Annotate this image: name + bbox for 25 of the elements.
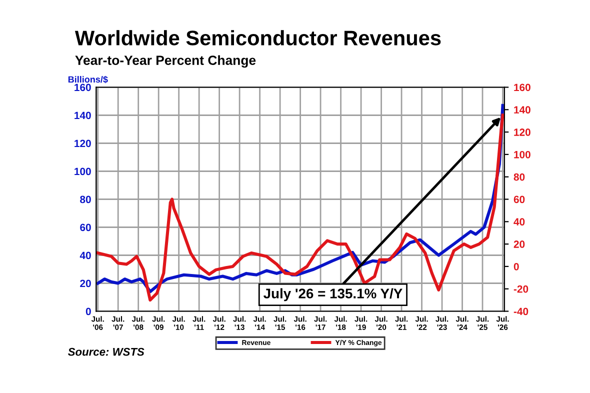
- y-tick-label: 80: [80, 196, 91, 204]
- source-note: Source: WSTS: [68, 348, 144, 356]
- y2-tick-label: 160: [514, 84, 530, 92]
- y2-tick-label: -20: [514, 285, 528, 293]
- y2-tick-label: 80: [514, 173, 525, 181]
- y-tick-label: 120: [74, 140, 91, 148]
- chart-title: Worldwide Semiconductor Revenues: [74, 30, 441, 46]
- y-tick-label: 40: [80, 252, 91, 260]
- y2-tick-label: -40: [514, 308, 528, 316]
- annotation: July '26 = 135.1% Y/Y: [264, 288, 402, 302]
- y-tick-label: 160: [74, 84, 91, 92]
- y2-tick-label: 100: [514, 150, 530, 158]
- y-tick-label: 60: [80, 224, 91, 232]
- y-tick-label: 0: [86, 308, 91, 316]
- y2-tick-label: 120: [514, 128, 530, 136]
- chart-subtitle: Year-to-Year Percent Change: [75, 55, 256, 68]
- y-axis-title: Billions/$: [68, 76, 108, 84]
- y2-tick-label: 40: [514, 218, 525, 226]
- y2-tick-label: 0: [514, 262, 519, 270]
- y2-tick-label: 20: [514, 240, 525, 248]
- y2-tick-label: 140: [514, 106, 530, 114]
- y-tick-label: 140: [74, 112, 91, 120]
- y2-tick-label: 60: [514, 196, 525, 204]
- y-tick-label: 100: [74, 168, 91, 176]
- y-tick-label: 20: [80, 280, 91, 288]
